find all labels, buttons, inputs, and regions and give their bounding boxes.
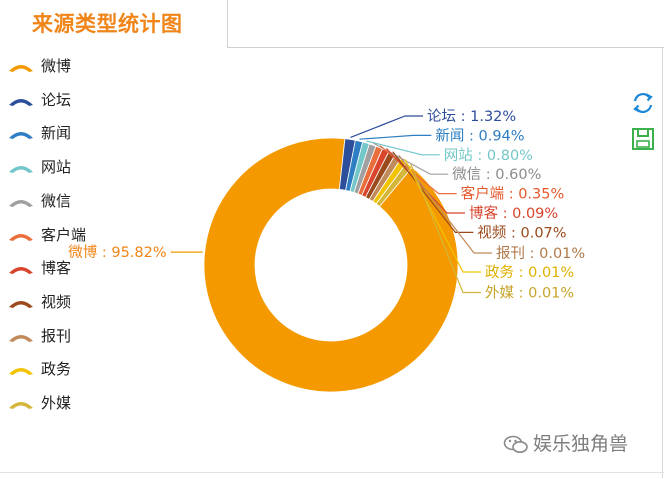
legend-swatch xyxy=(9,166,33,174)
title-tab-bar: 来源类型统计图 xyxy=(0,0,664,48)
save-as-image-button[interactable] xyxy=(630,126,656,152)
legend-swatch xyxy=(9,368,33,376)
legend-swatch xyxy=(9,334,33,342)
data-label: 客户端 : 0.35% xyxy=(461,186,565,203)
leader-line xyxy=(409,163,481,294)
refresh-button[interactable] xyxy=(630,90,656,116)
leader-line xyxy=(398,154,492,254)
legend-swatch xyxy=(9,65,33,72)
legend-label: 政务 xyxy=(41,360,72,379)
legend-label: 网站 xyxy=(41,158,72,177)
leader-line xyxy=(392,151,474,233)
frame-border-right xyxy=(662,48,663,478)
legend-label: 客户端 xyxy=(41,225,87,244)
legend-label: 报刊 xyxy=(41,326,72,345)
legend-swatch xyxy=(9,199,33,207)
legend-swatch xyxy=(9,267,33,275)
wechat-icon xyxy=(503,435,528,453)
legend-swatch xyxy=(9,98,33,106)
chart-title: 来源类型统计图 xyxy=(32,12,183,36)
data-label: 新闻 : 0.94% xyxy=(435,127,524,144)
save-icon xyxy=(632,128,654,150)
leader-line xyxy=(373,142,449,175)
data-label: 博客 : 0.09% xyxy=(469,205,558,222)
data-label: 微信 : 0.60% xyxy=(452,166,541,183)
slice-微博[interactable] xyxy=(203,137,459,393)
watermark-text: 娱乐独角兽 xyxy=(533,433,629,455)
data-label: 论坛 : 1.32% xyxy=(427,108,516,125)
data-label: 政务 : 0.01% xyxy=(485,264,574,281)
legend-label: 论坛 xyxy=(41,90,72,109)
legend-label: 博客 xyxy=(41,259,72,278)
leader-line xyxy=(350,115,423,139)
tab-underline xyxy=(227,47,664,48)
slice-外媒[interactable] xyxy=(375,162,413,208)
legend-label: 视频 xyxy=(41,292,72,311)
legend-swatch xyxy=(9,233,33,241)
legend-label: 微信 xyxy=(41,191,72,210)
refresh-icon xyxy=(633,93,653,113)
legend-swatch xyxy=(9,300,33,308)
data-label: 报刊 : 0.01% xyxy=(496,245,585,262)
legend-label: 新闻 xyxy=(41,124,72,143)
data-label: 微博 : 95.82% xyxy=(68,244,166,261)
frame-border-bottom xyxy=(0,472,664,473)
data-label: 外媒 : 0.01% xyxy=(485,285,574,302)
legend-swatch xyxy=(9,132,33,140)
data-label: 视频 : 0.07% xyxy=(477,224,566,241)
legend-label: 外媒 xyxy=(41,394,72,412)
legend-swatch xyxy=(9,402,33,409)
tab-divider xyxy=(227,0,228,48)
data-label: 网站 : 0.80% xyxy=(444,147,533,164)
legend-label: 微博 xyxy=(41,57,72,75)
leader-line xyxy=(366,140,440,156)
leader-line xyxy=(359,134,432,140)
